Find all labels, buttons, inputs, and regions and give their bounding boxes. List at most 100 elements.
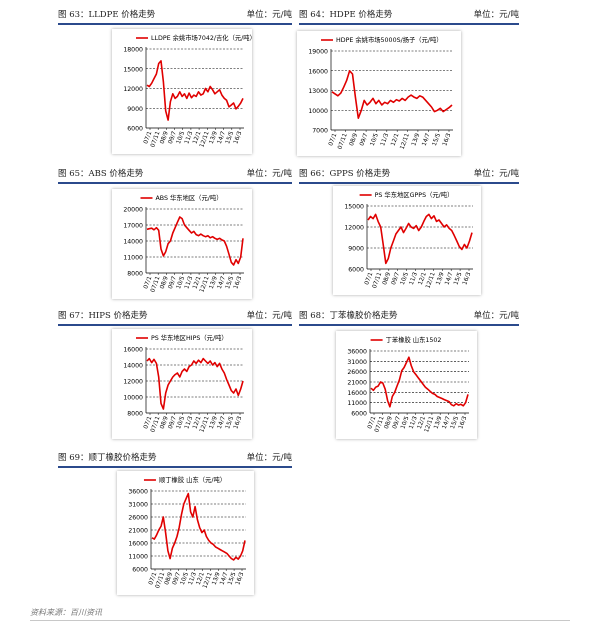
x-tick-label: 14/7	[217, 415, 227, 430]
y-tick-label: 6000	[127, 126, 143, 133]
chart-hdpe: 7000 10000 13000 16000 19000 07/1 07/11 08/9 09/…	[297, 31, 461, 156]
x-tick-label: 12/11	[202, 571, 213, 589]
y-tick-label: 6000	[351, 411, 367, 418]
x-tick-label: 15/5	[225, 275, 235, 290]
legend: PS 华东地区GPPS（元/吨）	[359, 190, 454, 199]
x-tick-label: 12/1	[192, 275, 202, 290]
panel-unit: 单位：元/吨	[473, 169, 519, 179]
x-tick-label: 10/5	[176, 130, 186, 145]
x-tick-label: 15/5	[450, 415, 460, 430]
y-tick-label: 10000	[308, 108, 328, 115]
x-tick-label: 16/3	[462, 271, 472, 286]
panel-unit: 单位：元/吨	[246, 10, 292, 20]
source-note: 资料来源：百川资讯	[30, 608, 102, 617]
y-tick-label: 17000	[123, 223, 143, 230]
y-tick-label: 12000	[123, 86, 143, 93]
x-tick-label: 08/9	[160, 415, 170, 430]
y-tick-label: 16000	[128, 541, 148, 548]
x-tick-label: 08/9	[164, 571, 174, 586]
y-tick-label: 20000	[123, 207, 143, 214]
y-tick-label: 31000	[347, 359, 367, 366]
x-tick-label: 16/3	[233, 415, 243, 430]
y-tick-label: 21000	[347, 380, 367, 387]
panel-unit: 单位：元/吨	[246, 169, 292, 179]
y-tick-label: 9000	[127, 106, 143, 113]
panel-header-64: 图 64：HDPE 价格走势 单位：元/吨	[299, 8, 519, 22]
chart-abs: 8000 11000 14000 17000 20000 07/1 07/11 08/9 09/…	[112, 189, 252, 299]
y-tick-label: 8000	[127, 271, 143, 278]
x-tick-label: 12/1	[417, 415, 427, 430]
y-tick-label: 12000	[344, 225, 364, 232]
x-tick-label: 12/1	[196, 571, 206, 586]
x-tick-label: 12/11	[199, 415, 210, 433]
x-tick-label: 14/7	[217, 130, 227, 145]
y-tick-label: 16000	[308, 68, 328, 75]
y-tick-label: 36000	[128, 489, 148, 496]
x-tick-label: 14/7	[217, 275, 227, 290]
x-tick-label: 08/9	[160, 275, 170, 290]
x-tick-label: 07/1	[143, 130, 153, 145]
y-tick-label: 16000	[123, 347, 143, 354]
legend-label: ABS 华东地区（元/吨）	[155, 193, 222, 202]
legend: PS 华东地区HIPS（元/吨）	[136, 333, 228, 342]
legend-label: 丁苯橡胶 山东1502	[386, 335, 442, 344]
x-tick-label: 11/3	[188, 571, 198, 586]
x-tick-label: 09/7	[359, 132, 369, 147]
x-tick-label: 11/3	[184, 130, 194, 145]
chart-svg: 6000 11000 16000 21000 26000 31000 36000 07/107…	[347, 335, 469, 433]
x-tick-label: 15/5	[225, 415, 235, 430]
x-tick-label: 12/11	[400, 132, 411, 150]
chart-svg: 7000 10000 13000 16000 19000 07/1 07/11 08/9 09/…	[308, 35, 453, 150]
y-tick-label: 6000	[132, 567, 148, 574]
legend-label: PS 华东地区GPPS（元/吨）	[375, 190, 454, 199]
chart-svg: 60009000120001500007/107/1108/909/710/51…	[344, 190, 473, 289]
x-tick-label: 10/5	[176, 415, 186, 430]
y-tick-label: 15000	[123, 66, 143, 73]
legend: HDPE 余姚市场5000S/扬子（元/吨）	[321, 35, 443, 44]
series-line	[146, 216, 244, 266]
panel-title: 图 69：顺丁橡胶价格走势	[58, 453, 157, 463]
panel-header-67: 图 67：HIPS 价格走势 单位：元/吨	[58, 309, 292, 323]
x-tick-label: 16/3	[233, 130, 243, 145]
chart-svg: 8000 11000 14000 17000 20000 07/107/1108/909/…	[123, 193, 244, 293]
legend-label: HDPE 余姚市场5000S/扬子（元/吨）	[336, 35, 443, 44]
header-rule	[58, 324, 292, 326]
x-tick-label: 13/9	[212, 571, 222, 586]
chart-svg: 6000 11000 16000 21000 26000 31000 36000 07/107…	[128, 475, 246, 589]
x-tick-label: 11/3	[380, 132, 390, 147]
x-tick-label: 11/3	[184, 275, 194, 290]
chart-hips: 8000 10000 12000 14000 16000 07/1 07/11 08/9 09/…	[112, 329, 252, 439]
y-tick-label: 11000	[347, 400, 367, 407]
x-tick-label: 07/11	[150, 275, 161, 293]
x-tick-label: 09/7	[391, 271, 401, 286]
x-tick-label: 15/5	[225, 130, 235, 145]
x-tick-label: 14/7	[422, 132, 432, 147]
y-tick-label: 11000	[123, 255, 143, 262]
x-tick-label: 13/9	[433, 415, 443, 430]
panel-unit: 单位：元/吨	[246, 453, 292, 463]
x-tick-label: 07/1	[148, 571, 158, 586]
x-tick-label: 11/3	[184, 415, 194, 430]
y-tick-label: 11000	[128, 554, 148, 561]
legend: 丁苯橡胶 山东1502	[370, 335, 442, 344]
y-tick-label: 10000	[123, 395, 143, 402]
legend-label: 顺丁橡胶 山东（元/吨）	[159, 475, 226, 484]
x-tick-label: 07/1	[143, 275, 153, 290]
x-tick-label: 16/3	[458, 415, 468, 430]
x-tick-label: 15/5	[227, 571, 237, 586]
x-tick-label: 15/5	[432, 132, 442, 147]
x-tick-label: 07/11	[155, 571, 166, 589]
x-tick-label: 10/5	[400, 415, 410, 430]
x-tick-label: 07/11	[150, 415, 161, 433]
y-tick-label: 36000	[347, 349, 367, 356]
x-tick-label: 11/3	[409, 271, 419, 286]
x-tick-label: 12/11	[425, 271, 436, 289]
header-rule	[299, 324, 519, 326]
x-tick-label: 07/1	[364, 271, 374, 286]
x-tick-label: 07/11	[150, 130, 161, 148]
x-tick-label: 13/9	[209, 130, 219, 145]
x-tick-label: 07/11	[337, 132, 348, 150]
panel-title: 图 65：ABS 价格走势	[58, 169, 144, 179]
legend: LLDPE 余姚市场7042/吉化（元/吨）	[136, 33, 252, 42]
x-tick-label: 08/9	[384, 415, 394, 430]
